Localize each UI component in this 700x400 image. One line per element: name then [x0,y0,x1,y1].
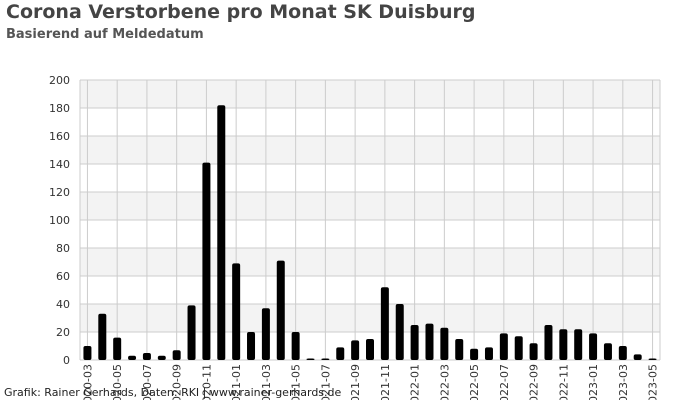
source-credit: Grafik: Rainer Gerhards, Daten: RKI | ww… [4,386,342,399]
bar [618,346,627,360]
bar [410,325,419,360]
plot-band [80,108,660,136]
bar [276,260,285,360]
x-tick-label: 2021-09 [349,364,362,400]
chart-subtitle: Basierend auf Meldedatum [6,27,204,42]
bar [574,329,583,360]
bar [247,332,256,360]
x-tick-label: 2020-07 [141,364,154,400]
plot-band [80,164,660,192]
bar [455,339,464,360]
bar [98,313,107,360]
y-tick-label: 200 [49,74,70,87]
chart-title: Corona Verstorbene pro Monat SK Duisburg [6,1,476,23]
bar [83,346,92,360]
x-tick-label: 2022-09 [528,364,541,400]
plot-band [80,80,660,108]
bar [261,308,270,360]
y-tick-label: 160 [49,130,70,143]
y-tick-label: 100 [49,214,70,227]
x-tick-label: 2022-03 [438,364,451,400]
x-tick-label: 2023-05 [647,364,660,400]
x-tick-label: 2021-11 [379,364,392,400]
x-tick-label: 2020-03 [81,364,94,400]
y-tick-label: 80 [56,242,70,255]
x-tick-label: 2020-05 [111,364,124,400]
y-tick-label: 40 [56,298,70,311]
x-tick-label: 2021-01 [230,364,243,400]
bar [187,305,196,360]
x-tick-label: 2021-03 [260,364,273,400]
bar [172,350,181,360]
bar [648,358,657,360]
plot-band [80,220,660,248]
y-tick-label: 0 [63,354,70,367]
bar [142,353,151,360]
x-tick-label: 2020-11 [200,364,213,400]
bar [484,347,493,360]
x-tick-label: 2022-05 [468,364,481,400]
plot-band [80,136,660,164]
x-tick-label: 2022-11 [557,364,570,400]
bar [559,329,568,360]
bar [514,336,523,360]
bar [499,333,508,360]
x-tick-label: 2020-09 [171,364,184,400]
bar [380,287,389,360]
x-tick-label: 2022-07 [498,364,511,400]
bar [291,332,300,360]
bar [544,325,553,360]
bar [217,105,226,360]
y-tick-label: 60 [56,270,70,283]
bar [425,323,434,360]
bar [157,355,166,360]
x-tick-label: 2023-03 [617,364,630,400]
x-axis: 2020-03 2020-05 2020-07 2020-09 2020-11 2021-… [81,364,659,400]
x-tick-label: 2021-07 [319,364,332,400]
plot-band [80,248,660,276]
plot-band [80,192,660,220]
bar [321,358,330,360]
y-tick-label: 180 [49,102,70,115]
bar [202,162,211,360]
y-axis: 0 20 40 60 80 100 120 140 160 180 200 [49,74,70,367]
y-tick-label: 120 [49,186,70,199]
bar [440,327,449,360]
bar [336,347,345,360]
bar [395,304,404,360]
x-tick-label: 2023-01 [587,364,600,400]
bar [589,333,598,360]
plot-band [80,276,660,304]
bar [529,343,538,360]
bar [306,358,315,360]
plot-band [80,304,660,332]
bar [113,337,122,360]
y-tick-label: 140 [49,158,70,171]
bar [470,348,479,360]
bar [351,340,360,360]
y-tick-label: 20 [56,326,70,339]
bar [603,343,612,360]
bars [83,105,657,360]
bar [128,355,137,360]
bar [366,339,374,360]
bar [633,354,642,360]
x-tick-label: 2022-01 [409,364,422,400]
x-tick-label: 2021-05 [290,364,303,400]
bar [232,263,241,360]
